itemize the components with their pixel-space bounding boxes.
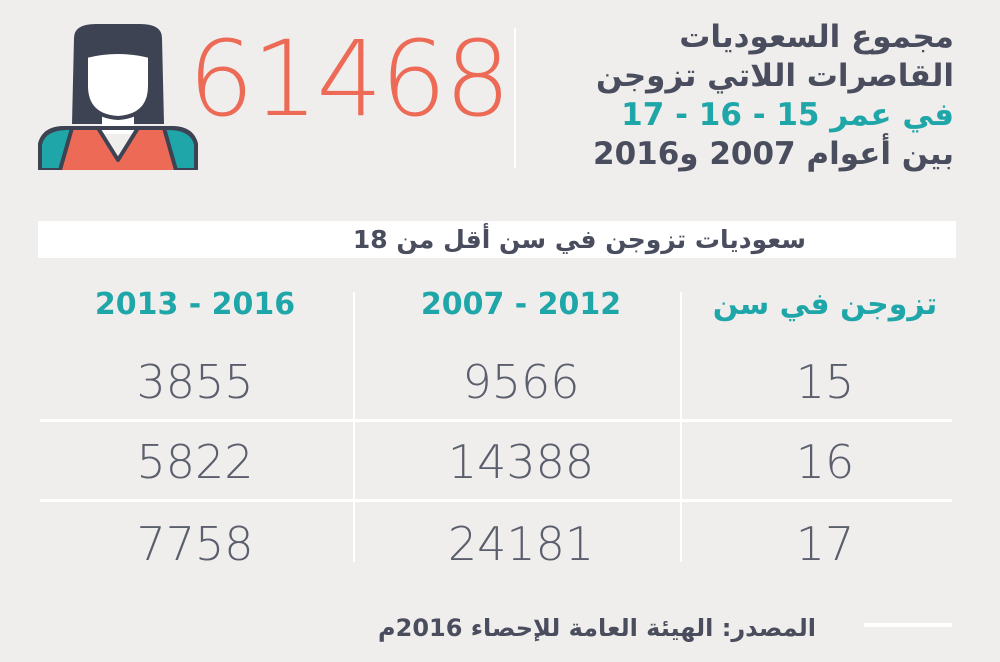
table-cell-2013-2016: 7758	[136, 517, 254, 571]
column-divider	[353, 292, 355, 562]
source-rule	[864, 623, 952, 627]
table-title: سعوديات تزوجن في سن أقل من 18	[352, 225, 806, 254]
table-cell-age: 15	[795, 355, 855, 409]
table-cell-2007-2012: 24181	[447, 517, 595, 571]
column-divider	[680, 292, 682, 562]
header-divider	[514, 28, 516, 168]
table-cell-age: 17	[795, 517, 855, 571]
table-cell-2013-2016: 3855	[136, 355, 254, 409]
table-cell-2007-2012: 9566	[462, 355, 580, 409]
table-cell-age: 16	[795, 435, 855, 489]
column-header-2007-2012: 2007 - 2012	[420, 287, 622, 322]
headline-line-2: القاصرات اللاتي تزوجن	[595, 58, 954, 94]
total-count: 61468	[188, 18, 511, 140]
headline-line-1: مجموع السعوديات	[679, 19, 954, 55]
woman-avatar-icon	[34, 20, 202, 172]
column-header-2013-2016: 2013 - 2016	[94, 287, 296, 322]
table-cell-2007-2012: 14388	[447, 435, 595, 489]
table-banner: سعوديات تزوجن في سن أقل من 18	[38, 221, 956, 258]
column-header-age: تزوجن في سن	[712, 287, 938, 322]
headline: مجموع السعوديات القاصرات اللاتي تزوجن في…	[524, 18, 954, 174]
headline-line-3: في عمر 15 - 16 - 17	[621, 97, 954, 133]
table-cell-2013-2016: 5822	[136, 435, 254, 489]
headline-line-4: بين أعوام 2007 و2016	[593, 136, 954, 172]
row-divider	[40, 419, 952, 422]
row-divider	[40, 499, 952, 502]
source-note: المصدر: الهيئة العامة للإحصاء 2016م	[378, 614, 816, 642]
